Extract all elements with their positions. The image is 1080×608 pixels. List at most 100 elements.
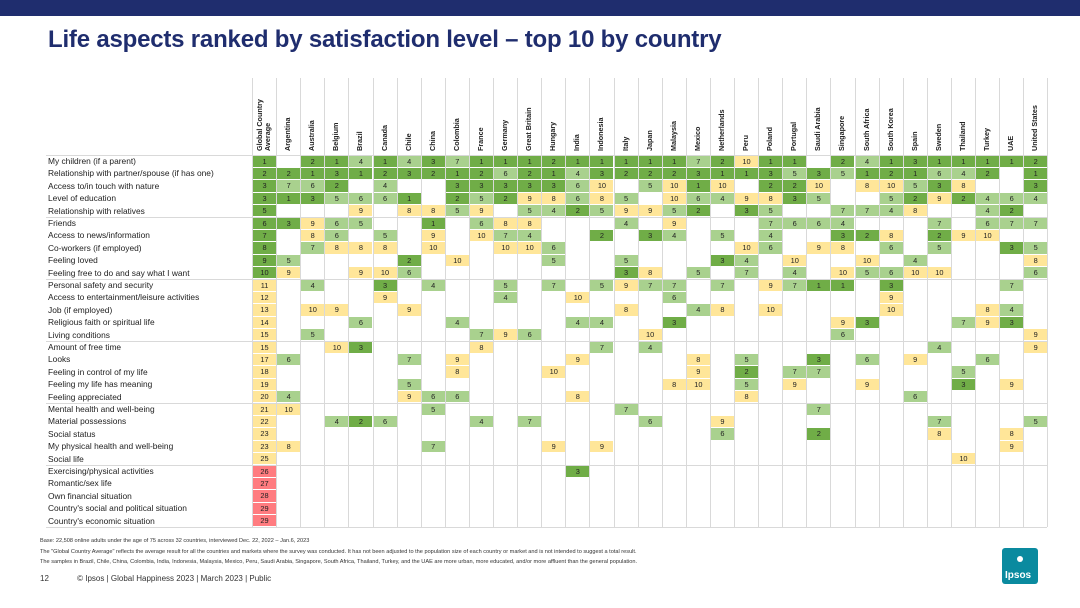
rank-cell: 1 (469, 155, 493, 167)
rank-cell: 7 (638, 279, 662, 291)
row-label: Own financial situation (48, 490, 132, 501)
rank-cell: 7 (927, 415, 951, 428)
row-label: Country's economic situation (48, 515, 155, 526)
rank-cell: 7 (421, 440, 445, 453)
rank-cell: 3 (1000, 316, 1024, 329)
rank-cell: 10 (686, 378, 710, 391)
rank-cell: 3 (903, 155, 927, 167)
global-average-cell: 15 (253, 329, 277, 341)
rank-cell: 3 (421, 155, 445, 167)
global-average-cell: 5 (253, 205, 277, 217)
rank-cell: 8 (469, 341, 493, 353)
rank-cell: 1 (927, 155, 951, 167)
column-header-south-africa: South Africa (861, 108, 871, 151)
rank-cell: 9 (397, 304, 421, 316)
global-average-cell: 2 (253, 167, 277, 180)
rank-cell: 3 (1000, 242, 1024, 254)
row-label: My physical health and well-being (48, 441, 174, 452)
rank-cell: 8 (1024, 254, 1048, 267)
column-header-colombia: Colombia (451, 118, 461, 151)
rank-cell: 9 (518, 192, 542, 205)
rank-cell: 3 (807, 353, 831, 366)
rank-cell: 3 (301, 192, 325, 205)
rank-cell: 9 (397, 391, 421, 403)
column-header-malaysia: Malaysia (668, 121, 678, 151)
row-label: Feeling appreciated (48, 391, 122, 402)
rank-cell: 4 (903, 254, 927, 267)
rank-cell: 4 (421, 279, 445, 291)
rank-cell: 9 (349, 267, 373, 279)
rank-cell: 9 (662, 217, 686, 229)
rank-cell: 9 (855, 378, 879, 391)
rank-cell: 3 (518, 180, 542, 192)
rank-cell: 7 (759, 217, 783, 229)
global-average-cell: 9 (253, 254, 277, 267)
rank-cell: 4 (662, 229, 686, 242)
rank-cell: 10 (301, 304, 325, 316)
rank-cell: 6 (566, 180, 590, 192)
grid-vline (348, 78, 350, 527)
rank-cell: 1 (590, 155, 614, 167)
rank-cell: 8 (831, 242, 855, 254)
page-number: 12 (40, 574, 49, 583)
rank-cell: 10 (759, 304, 783, 316)
rank-cell: 1 (301, 167, 325, 180)
rank-cell: 8 (397, 205, 421, 217)
rank-cell: 5 (735, 353, 759, 366)
rank-cell: 8 (759, 192, 783, 205)
rank-cell: 10 (445, 254, 469, 267)
rank-cell: 6 (903, 391, 927, 403)
row-label: Feeling loved (48, 255, 98, 266)
rank-cell: 8 (735, 391, 759, 403)
rank-cell: 6 (927, 167, 951, 180)
rank-cell: 4 (614, 217, 638, 229)
rank-cell: 8 (542, 192, 566, 205)
column-header-indonesia: Indonesia (596, 117, 606, 151)
rank-cell: 1 (951, 155, 975, 167)
rank-cell: 5 (590, 205, 614, 217)
footer-text: © Ipsos | Global Happiness 2023 | March … (77, 574, 272, 583)
grid-vline (661, 78, 663, 527)
rank-cell: 6 (855, 353, 879, 366)
column-header-portugal: Portugal (789, 121, 799, 151)
rank-cell: 2 (325, 180, 349, 192)
rank-cell: 8 (1000, 428, 1024, 440)
rank-cell: 2 (855, 229, 879, 242)
rank-cell: 6 (373, 415, 397, 428)
rank-cell: 2 (783, 180, 807, 192)
column-header-peru: Peru (741, 135, 750, 151)
rank-cell: 5 (686, 267, 710, 279)
rank-cell: 4 (638, 341, 662, 353)
rank-cell: 2 (879, 167, 903, 180)
rank-cell: 3 (494, 180, 518, 192)
rank-cell: 1 (397, 192, 421, 205)
rank-cell: 8 (518, 217, 542, 229)
global-average-cell: 7 (253, 229, 277, 242)
grid-hline (46, 217, 1048, 218)
rank-cell: 9 (1000, 378, 1024, 391)
rank-cell: 8 (325, 242, 349, 254)
column-header-uae: UAE (1006, 135, 1016, 151)
rank-cell: 10 (566, 291, 590, 304)
grid-vline (734, 78, 735, 527)
rank-cell: 9 (349, 205, 373, 217)
grid-vline (300, 78, 302, 527)
rank-cell: 5 (494, 279, 518, 291)
rank-cell: 3 (735, 205, 759, 217)
rank-cell: 4 (783, 267, 807, 279)
rank-cell: 3 (783, 192, 807, 205)
rank-cell: 1 (445, 167, 469, 180)
global-average-cell: 22 (253, 415, 277, 428)
rank-cell: 5 (710, 229, 734, 242)
grid-vline (420, 78, 422, 527)
rank-cell: 5 (277, 254, 301, 267)
grid-vline (541, 78, 543, 527)
rank-cell: 7 (445, 155, 469, 167)
rank-cell: 6 (662, 291, 686, 304)
rank-cell: 5 (614, 192, 638, 205)
rank-cell: 9 (1024, 341, 1048, 353)
row-label: Access to/in touch with nature (48, 180, 160, 191)
rank-cell: 7 (590, 341, 614, 353)
rank-cell: 9 (590, 440, 614, 453)
rank-cell: 8 (277, 440, 301, 453)
